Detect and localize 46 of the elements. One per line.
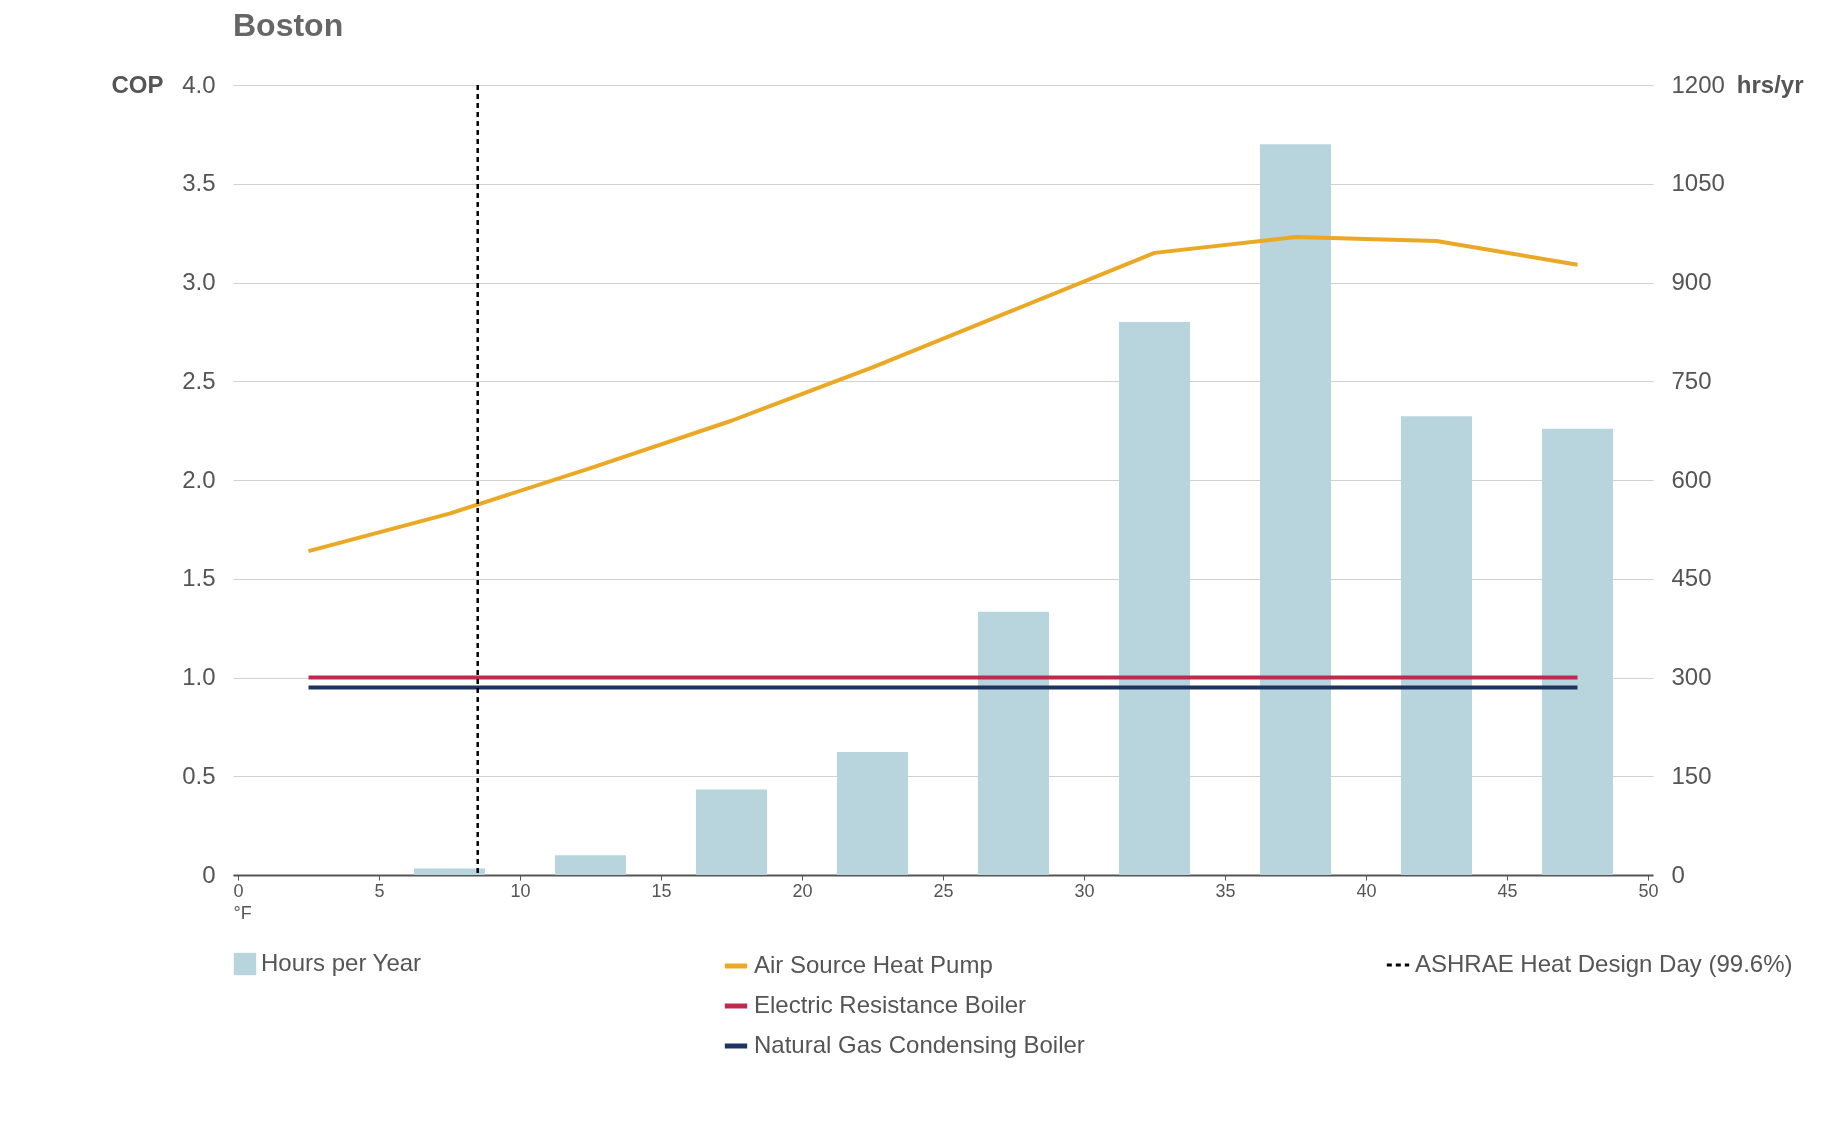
y2-tick-label: 150 [1671,761,1712,789]
y-tick-label: 0.5 [182,761,216,789]
y2-tick-label: 1200 [1671,70,1725,98]
bar [1401,416,1472,875]
bar [978,611,1049,875]
x-tick-label: 25 [933,880,954,901]
x-tick-label: 20 [792,880,813,901]
line-series [306,235,1580,554]
y-tick-label: 1.5 [182,564,216,592]
legend-label: Hours per Year [261,949,422,976]
y-tick-label: 3.5 [182,169,216,197]
bar [1260,144,1331,875]
legend-label: Air Source Heat Pump [754,951,993,978]
x-tick-label: 0 [233,880,244,901]
y2-tick-label: 600 [1671,465,1712,493]
x-tick-label: 45 [1497,880,1518,901]
x-tick-label: 50 [1638,880,1659,901]
x-tick-label: 30 [1074,880,1095,901]
y-tick-label: 2.5 [182,366,216,394]
bar [555,855,626,875]
legend-label: Natural Gas Condensing Boiler [754,1031,1085,1058]
bar [696,789,767,875]
y2-tick-label: 750 [1671,366,1712,394]
bar [414,868,485,875]
x-tick-label: 5 [374,880,385,901]
y-tick-label: 2.0 [182,465,216,493]
y2-tick-label: 1050 [1671,169,1725,197]
x-axis-title: °F [233,902,252,923]
legend-label: Electric Resistance Boiler [754,991,1027,1018]
y2-axis-title: hrs/yr [1736,70,1804,98]
chart-title: Boston [233,7,344,43]
x-tick-label: 15 [651,880,672,901]
y2-tick-label: 450 [1671,564,1712,592]
bar [1542,428,1613,875]
legend-label: ASHRAE Heat Design Day (99.6%) [1415,950,1793,977]
y-tick-label: 1.0 [182,663,216,690]
y2-tick-label: 300 [1671,663,1712,690]
y-axis-title: COP [111,70,164,98]
x-tick-label: 10 [510,880,531,901]
x-tick-label: 35 [1215,880,1236,901]
x-tick-label: 40 [1356,880,1377,901]
bar [837,751,908,875]
bar [1119,322,1190,875]
y-tick-label: 3.0 [182,268,216,295]
y-tick-label: 4.0 [182,70,216,98]
y2-tick-label: 900 [1671,268,1712,295]
